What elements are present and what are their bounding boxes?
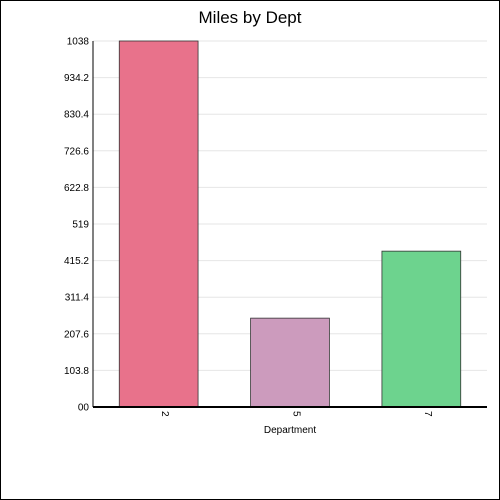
- bars: [118, 40, 462, 408]
- axes: [92, 41, 487, 408]
- y-tick-label: 519: [72, 220, 89, 231]
- y-tick-label: 207.6: [64, 329, 89, 340]
- y-tick-label: 1038: [67, 37, 90, 48]
- y-tick-label: 830.4: [64, 110, 89, 121]
- y-tick-label: 00: [78, 403, 90, 414]
- chart-title: Miles by Dept: [198, 8, 302, 27]
- bar-2: [118, 40, 199, 408]
- y-tick-label: 934.2: [64, 73, 89, 84]
- x-tick-label: 7: [422, 411, 433, 417]
- x-tick-label: 2: [159, 411, 170, 417]
- y-tick-label: 622.8: [64, 183, 89, 194]
- y-tick-label: 103.8: [64, 366, 89, 377]
- y-tick-labels: 00 103.8 207.6 311.4 415.2 519 622.8 726.6 830.4…: [64, 37, 89, 414]
- y-tick-label: 726.6: [64, 146, 89, 157]
- y-tick-label: 415.2: [64, 256, 89, 267]
- x-axis-label: Department: [264, 425, 316, 436]
- x-tick-label: 5: [291, 411, 302, 417]
- y-tick-label: 311.4: [65, 293, 90, 304]
- x-tick-labels: 2 5 7: [159, 411, 433, 417]
- bar-5: [250, 317, 330, 408]
- bar-7: [381, 250, 462, 408]
